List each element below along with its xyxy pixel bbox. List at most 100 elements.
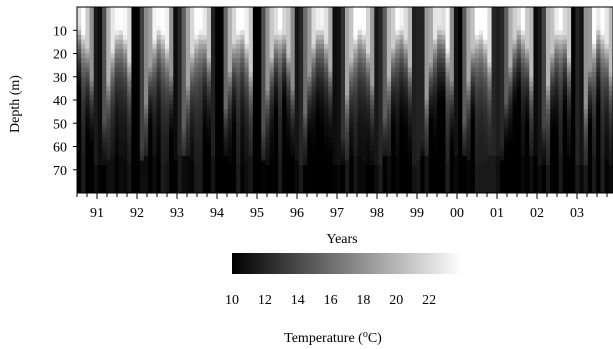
heatmap-cell xyxy=(403,62,409,68)
heatmap-cell xyxy=(273,188,279,194)
heatmap-cell xyxy=(374,39,379,45)
heatmap-cell xyxy=(336,141,342,147)
heatmap-cell xyxy=(495,48,501,54)
heatmap-cell xyxy=(169,76,174,82)
heatmap-cell xyxy=(361,132,367,138)
heatmap-cell xyxy=(248,62,254,68)
heatmap-cell xyxy=(361,95,367,101)
heatmap-cell xyxy=(231,62,237,68)
heatmap-cell xyxy=(370,58,375,64)
heatmap-cell xyxy=(156,113,162,119)
heatmap-cell xyxy=(194,151,199,157)
heatmap-cell xyxy=(462,151,467,157)
heatmap-cell xyxy=(575,118,580,124)
heatmap-cell xyxy=(93,118,99,124)
heatmap-cell xyxy=(319,11,325,17)
heatmap-cell xyxy=(453,48,459,54)
heatmap-cell xyxy=(395,90,400,96)
heatmap-cell xyxy=(273,39,279,45)
heatmap-cell xyxy=(592,34,597,40)
heatmap-cell xyxy=(273,25,279,31)
heatmap-cell xyxy=(575,183,580,189)
heatmap-cell xyxy=(173,127,178,133)
heatmap-cell xyxy=(579,30,585,36)
heatmap-cell xyxy=(244,123,250,129)
heatmap-cell xyxy=(181,183,187,189)
heatmap-cell xyxy=(294,44,300,50)
heatmap-cell xyxy=(529,113,534,119)
heatmap-cell xyxy=(252,86,258,92)
heatmap-cell xyxy=(391,118,396,124)
heatmap-cell xyxy=(587,95,593,101)
heatmap-cell xyxy=(273,20,279,26)
heatmap-cell xyxy=(399,104,405,110)
heatmap-cell xyxy=(412,183,417,189)
heatmap-cell xyxy=(596,25,601,31)
heatmap-cell xyxy=(391,30,396,36)
heatmap-cell xyxy=(374,179,379,185)
heatmap-cell xyxy=(211,72,216,78)
heatmap-cell xyxy=(110,20,116,26)
heatmap-cell xyxy=(353,44,358,50)
heatmap-cell xyxy=(139,81,145,87)
heatmap-cell xyxy=(558,160,564,166)
heatmap-cell xyxy=(365,179,371,185)
heatmap-cell xyxy=(106,118,111,124)
heatmap-cell xyxy=(118,62,124,68)
heatmap-cell xyxy=(231,95,237,101)
heatmap-cell xyxy=(77,30,82,36)
heatmap-cell xyxy=(495,183,501,189)
heatmap-cell xyxy=(391,34,396,40)
heatmap-cell xyxy=(223,11,229,17)
heatmap-cell xyxy=(324,118,329,124)
heatmap-cell xyxy=(587,179,593,185)
heatmap-cell xyxy=(219,146,224,152)
heatmap-cell xyxy=(453,95,459,101)
heatmap-cell xyxy=(97,58,103,64)
heatmap-cell xyxy=(470,62,476,68)
heatmap-cell xyxy=(252,76,258,82)
heatmap-cell xyxy=(378,109,384,115)
heatmap-cell xyxy=(336,53,342,59)
heatmap-cell xyxy=(416,160,421,166)
heatmap-cell xyxy=(349,34,354,40)
heatmap-cell xyxy=(554,25,559,31)
heatmap-cell xyxy=(177,30,183,36)
heatmap-cell xyxy=(252,183,258,189)
heatmap-cell xyxy=(190,53,195,59)
heatmap-cell xyxy=(139,30,145,36)
heatmap-cell xyxy=(420,109,425,115)
heatmap-cell xyxy=(123,151,128,157)
heatmap-cell xyxy=(102,7,107,13)
heatmap-cell xyxy=(236,127,241,133)
heatmap-cell xyxy=(537,146,543,152)
heatmap-cell xyxy=(156,151,162,157)
heatmap-cell xyxy=(81,104,86,110)
heatmap-cell xyxy=(303,62,308,68)
heatmap-cell xyxy=(357,16,363,22)
heatmap-cell xyxy=(106,58,111,64)
heatmap-cell xyxy=(407,174,413,180)
heatmap-cell xyxy=(583,16,589,22)
heatmap-cell xyxy=(286,155,291,161)
heatmap-cell xyxy=(474,123,480,129)
heatmap-cell xyxy=(332,44,338,50)
heatmap-cell xyxy=(97,86,103,92)
heatmap-cell xyxy=(257,151,262,157)
heatmap-cell xyxy=(252,165,258,171)
heatmap-cell xyxy=(483,76,488,82)
heatmap-cell xyxy=(236,141,241,147)
heatmap-cell xyxy=(97,174,103,180)
heatmap-cell xyxy=(378,76,384,82)
heatmap-cell xyxy=(345,137,350,143)
heatmap-cell xyxy=(529,179,534,185)
heatmap-cell xyxy=(118,90,124,96)
heatmap-cell xyxy=(311,58,317,64)
heatmap-cell xyxy=(236,113,241,119)
heatmap-cell xyxy=(202,169,208,175)
heatmap-cell xyxy=(127,109,132,115)
heatmap-cell xyxy=(437,30,442,36)
heatmap-cell xyxy=(579,146,585,152)
heatmap-cell xyxy=(399,48,405,54)
heatmap-cell xyxy=(357,109,363,115)
